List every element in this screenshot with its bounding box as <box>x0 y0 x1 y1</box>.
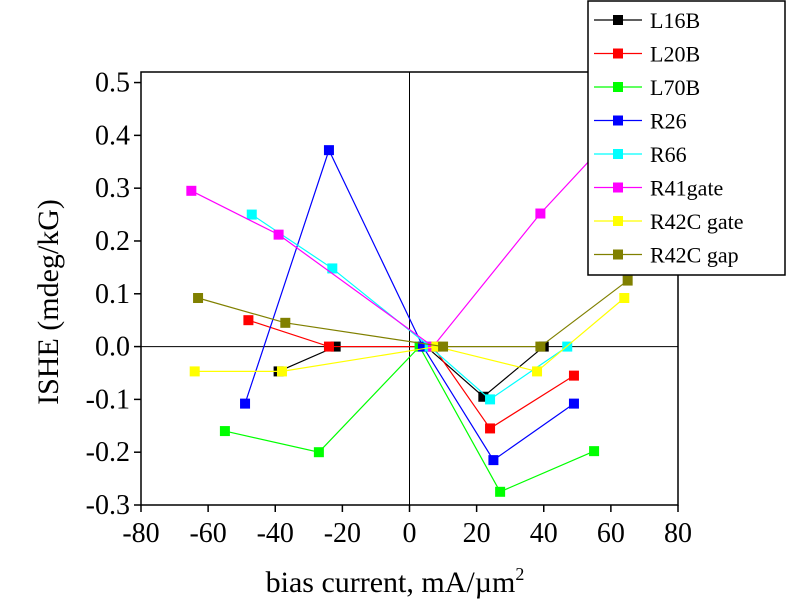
data-point <box>478 391 489 402</box>
data-point <box>327 263 338 274</box>
legend-marker <box>613 115 623 126</box>
data-point <box>568 370 579 381</box>
data-point <box>488 455 499 466</box>
data-point <box>568 398 579 409</box>
y-tick-label: 0.5 <box>95 68 130 99</box>
data-point <box>535 208 546 219</box>
data-point <box>532 366 543 377</box>
x-tick-label: 60 <box>597 518 625 549</box>
y-tick-label: 0.0 <box>95 332 130 363</box>
data-point <box>485 394 496 405</box>
legend-label: L70B <box>650 75 700 100</box>
legend-marker <box>613 149 623 159</box>
data-point <box>438 341 449 352</box>
series-l20b <box>243 315 579 434</box>
series-r26 <box>240 145 579 466</box>
x-axis-title-superscript: 2 <box>515 564 524 584</box>
x-tick-label: -40 <box>257 518 294 549</box>
y-tick-label: 0.2 <box>95 226 130 257</box>
legend-entry: R26 <box>594 109 687 134</box>
data-point <box>246 209 257 220</box>
legend-marker <box>613 82 623 92</box>
x-axis-title-text: bias current, mA/µm <box>266 566 516 599</box>
data-point <box>219 426 230 437</box>
x-tick-label: 40 <box>530 518 558 549</box>
x-tick-label: -60 <box>189 518 226 549</box>
legend-marker <box>613 48 623 59</box>
x-tick-label: -80 <box>122 518 159 549</box>
series-line <box>248 319 575 430</box>
legend-label: R41gate <box>650 176 723 201</box>
legend-label: R42C gate <box>650 209 744 234</box>
x-tick-label: 80 <box>664 518 692 549</box>
tick-layer: -80 -60 -40 -20 0 20 40 60 80 -0.3 -0.2 -0.1 0.0 0.1 0… <box>86 68 692 549</box>
legend-entry: R42C gap <box>594 243 739 268</box>
legend-entry: R41gate <box>594 176 723 201</box>
data-point <box>193 293 204 304</box>
data-point <box>313 447 324 458</box>
data-point <box>431 341 442 352</box>
y-tick-label: -0.1 <box>86 384 130 415</box>
data-point <box>589 446 600 457</box>
data-point <box>619 293 630 304</box>
legend-label: R66 <box>650 142 687 167</box>
legend-label: L16B <box>650 8 700 33</box>
data-point <box>323 145 334 156</box>
y-tick-label: 0.4 <box>95 120 130 151</box>
series-r42c-gate <box>189 293 630 377</box>
legend-marker <box>613 182 623 193</box>
series-layer <box>186 114 633 497</box>
legend: L16B L20B L70B R26 R66 R41gate R42C gate R42C g… <box>587 0 786 276</box>
x-tick-label: 0 <box>403 518 417 549</box>
legend-label: R42C gap <box>650 243 739 268</box>
y-tick-label: -0.2 <box>86 437 130 468</box>
data-point <box>273 229 284 240</box>
data-point <box>189 366 200 377</box>
series-line <box>197 280 629 348</box>
x-tick-label: -20 <box>324 518 361 549</box>
legend-entry: L20B <box>594 42 700 67</box>
legend-marker <box>613 15 623 25</box>
y-axis-title: ISHE (mdeg/kG) <box>32 199 65 405</box>
legend-box <box>587 0 786 276</box>
data-point <box>417 341 428 352</box>
y-tick-label: -0.3 <box>86 490 130 521</box>
x-tick-label: 20 <box>463 518 491 549</box>
data-point <box>495 486 506 497</box>
data-point <box>280 317 291 328</box>
legend-entry: L70B <box>594 75 700 100</box>
legend-label: R26 <box>650 109 687 134</box>
legend-entry: L16B <box>594 8 700 33</box>
y-tick-label: 0.1 <box>95 279 130 310</box>
legend-marker <box>613 216 623 226</box>
y-tick-label: 0.3 <box>95 173 130 204</box>
data-point <box>186 185 197 196</box>
series-r42c-gap <box>193 275 633 352</box>
x-axis-title: bias current, mA/µm2 <box>266 564 525 599</box>
data-point <box>240 398 251 409</box>
legend-entry: R66 <box>594 142 687 167</box>
data-point <box>535 341 546 352</box>
legend-entry: R42C gate <box>594 209 744 234</box>
legend-marker <box>613 249 623 260</box>
data-point <box>485 423 496 434</box>
data-point <box>622 275 633 286</box>
data-point <box>243 315 254 326</box>
data-point <box>323 341 334 352</box>
data-point <box>276 366 287 377</box>
legend-label: L20B <box>650 42 700 67</box>
